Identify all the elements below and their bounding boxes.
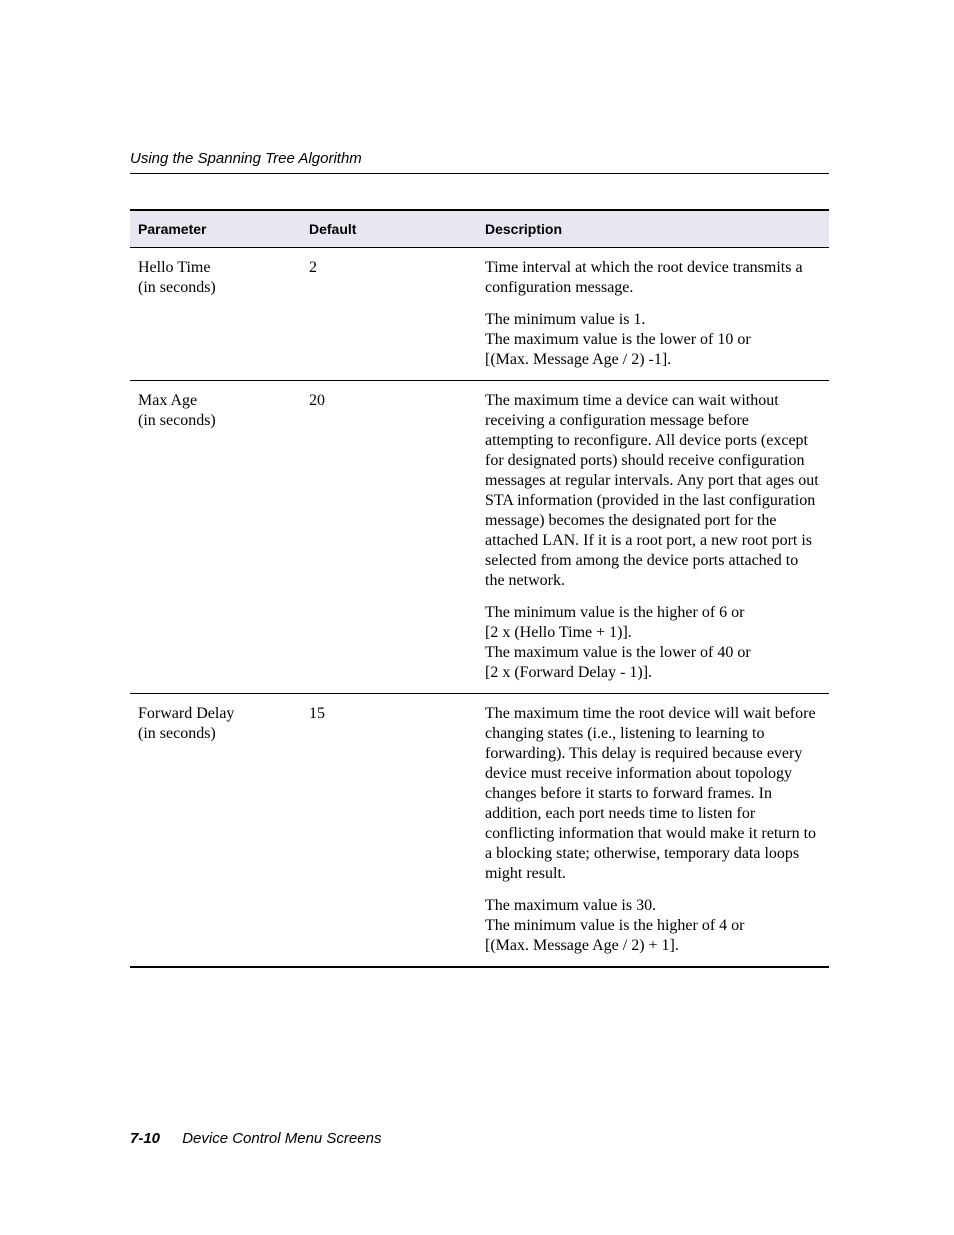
desc-paragraph: The maximum value is 30.The minimum valu…	[485, 896, 821, 956]
page-container: Using the Spanning Tree Algorithm Parame…	[0, 0, 954, 1235]
cell-parameter: Forward Delay (in seconds)	[130, 694, 301, 968]
desc-paragraph: The maximum time a device can wait witho…	[485, 391, 821, 591]
table-row: Hello Time (in seconds) 2 Time interval …	[130, 248, 829, 381]
cell-parameter: Max Age (in seconds)	[130, 381, 301, 694]
param-name: Max Age	[138, 392, 197, 409]
footer-section-title: Device Control Menu Screens	[182, 1130, 381, 1147]
desc-paragraph: The minimum value is the higher of 6 or[…	[485, 603, 821, 683]
col-header-parameter: Parameter	[130, 210, 301, 248]
cell-default: 20	[301, 381, 477, 694]
cell-description: Time interval at which the root device t…	[477, 248, 829, 381]
param-unit: (in seconds)	[138, 725, 216, 742]
page-footer: 7-10 Device Control Menu Screens	[130, 1130, 381, 1147]
cell-description: The maximum time a device can wait witho…	[477, 381, 829, 694]
col-header-description: Description	[477, 210, 829, 248]
cell-default: 15	[301, 694, 477, 968]
running-header: Using the Spanning Tree Algorithm	[130, 150, 829, 167]
header-rule	[130, 173, 829, 174]
cell-description: The maximum time the root device will wa…	[477, 694, 829, 968]
param-name: Forward Delay	[138, 705, 234, 722]
param-name: Hello Time	[138, 259, 210, 276]
desc-paragraph: Time interval at which the root device t…	[485, 258, 821, 298]
cell-parameter: Hello Time (in seconds)	[130, 248, 301, 381]
table-row: Max Age (in seconds) 20 The maximum time…	[130, 381, 829, 694]
cell-default: 2	[301, 248, 477, 381]
desc-paragraph: The maximum time the root device will wa…	[485, 704, 821, 884]
page-number: 7-10	[130, 1130, 160, 1147]
desc-paragraph: The minimum value is 1.The maximum value…	[485, 310, 821, 370]
param-unit: (in seconds)	[138, 279, 216, 296]
table-header-row: Parameter Default Description	[130, 210, 829, 248]
parameter-table: Parameter Default Description Hello Time…	[130, 209, 829, 968]
col-header-default: Default	[301, 210, 477, 248]
table-row: Forward Delay (in seconds) 15 The maximu…	[130, 694, 829, 968]
param-unit: (in seconds)	[138, 412, 216, 429]
